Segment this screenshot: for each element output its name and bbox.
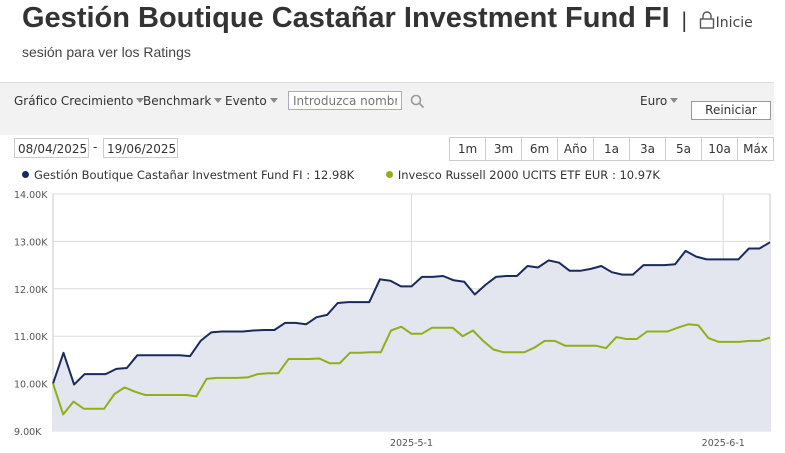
y-tick-label: 11.00K bbox=[14, 332, 48, 343]
period-3m-button[interactable]: 3m bbox=[485, 138, 521, 160]
end-date-input[interactable]: 19/06/2025 bbox=[103, 138, 178, 158]
period-1y-button[interactable]: 1a bbox=[593, 138, 629, 160]
y-tick-label: 10.00K bbox=[14, 380, 48, 391]
legend-dot bbox=[22, 171, 29, 178]
period-ytd-button[interactable]: Año bbox=[557, 138, 593, 160]
period-10y-button[interactable]: 10a bbox=[701, 138, 737, 160]
chart-legend: Gestión Boutique Castañar Investment Fun… bbox=[22, 168, 688, 182]
search-input[interactable] bbox=[288, 91, 402, 110]
period-3y-button[interactable]: 3a bbox=[629, 138, 665, 160]
chevron-down-icon bbox=[670, 98, 679, 103]
fund-area bbox=[53, 242, 770, 431]
lock-icon[interactable] bbox=[699, 11, 715, 29]
reset-button[interactable]: Reiniciar bbox=[691, 101, 771, 120]
date-separator: - bbox=[93, 140, 98, 154]
page-title: Gestión Boutique Castañar Investment Fun… bbox=[22, 2, 670, 34]
period-1m-button[interactable]: 1m bbox=[450, 138, 485, 160]
period-max-button[interactable]: Máx bbox=[737, 138, 773, 160]
legend-dot bbox=[385, 171, 393, 178]
fund-series-line bbox=[52, 241, 771, 386]
y-tick-label: 9.00K bbox=[14, 427, 42, 438]
y-tick-label: 12.00K bbox=[14, 285, 48, 296]
chart-toolbar: Gráfico Crecimiento Benchmark Evento Eur… bbox=[0, 82, 774, 135]
y-tick-label: 14.00K bbox=[14, 190, 48, 201]
legend-item-fund[interactable]: Gestión Boutique Castañar Investment Fun… bbox=[22, 168, 354, 182]
period-6m-button[interactable]: 6m bbox=[521, 138, 557, 160]
legend-item-benchmark[interactable]: Invesco Russell 2000 UCITS ETF EUR : 10.… bbox=[385, 168, 660, 182]
currency-select[interactable]: Euro bbox=[640, 94, 679, 108]
title-separator: | bbox=[680, 8, 688, 32]
chevron-down-icon bbox=[269, 98, 278, 103]
benchmark-menu[interactable]: Benchmark bbox=[143, 94, 223, 108]
x-tick-label: 2025-6-1 bbox=[702, 438, 745, 449]
growth-chart[interactable]: 9.00K10.00K11.00K12.00K13.00K14.00K15.00… bbox=[0, 185, 785, 453]
period-selector: 1m 3m 6m Año 1a 3a 5a 10a Máx bbox=[449, 137, 774, 161]
benchmark-series-line bbox=[52, 323, 771, 416]
login-prompt[interactable]: sesión para ver los Ratings bbox=[22, 44, 191, 60]
growth-menu-label: Gráfico Crecimiento bbox=[14, 94, 134, 108]
legend-label: Invesco Russell 2000 UCITS ETF EUR : 10.… bbox=[397, 168, 660, 182]
benchmark-menu-label: Benchmark bbox=[143, 94, 212, 108]
period-5y-button[interactable]: 5a bbox=[665, 138, 701, 160]
x-tick-label: 2025-5-1 bbox=[390, 438, 433, 449]
y-tick-label: 13.00K bbox=[14, 237, 48, 248]
growth-menu[interactable]: Gráfico Crecimiento bbox=[14, 94, 145, 108]
chevron-down-icon bbox=[214, 98, 223, 103]
currency-value: Euro bbox=[640, 94, 668, 108]
search-icon[interactable] bbox=[410, 94, 425, 109]
start-date-input[interactable]: 08/04/2025 bbox=[14, 138, 89, 158]
event-menu-label: Evento bbox=[225, 94, 267, 108]
legend-label: Gestión Boutique Castañar Investment Fun… bbox=[34, 168, 355, 182]
event-menu[interactable]: Evento bbox=[225, 94, 278, 108]
header: Gestión Boutique Castañar Investment Fun… bbox=[22, 2, 753, 35]
login-link[interactable]: Inicie bbox=[715, 15, 753, 31]
chevron-down-icon bbox=[136, 98, 145, 103]
